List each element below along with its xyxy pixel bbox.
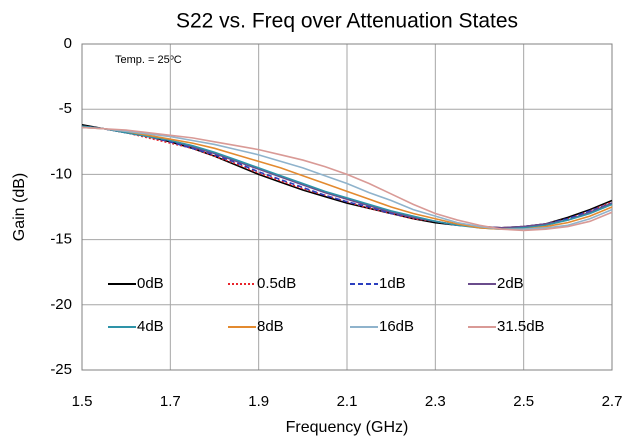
legend-label: 31.5dB (497, 318, 545, 335)
y-tick-label: -5 (59, 100, 72, 117)
legend-label: 16dB (379, 318, 414, 335)
legend-label: 2dB (497, 275, 524, 292)
annotation: Temp. = 25ºC (115, 54, 182, 66)
y-tick-label: -10 (50, 165, 72, 182)
series-line (81, 126, 613, 232)
x-tick-label: 2.1 (337, 393, 358, 410)
legend-label: 0dB (137, 275, 164, 292)
x-tick-label: 2.7 (602, 393, 623, 410)
series-line (81, 126, 613, 230)
x-tick-label: 2.5 (513, 393, 534, 410)
x-axis-label: Frequency (GHz) (286, 419, 409, 436)
legend-label: 0.5dB (257, 275, 296, 292)
y-tick-label: 0 (64, 35, 72, 52)
chart-title: S22 vs. Freq over Attenuation States (176, 10, 518, 33)
legend-label: 1dB (379, 275, 406, 292)
series-line (81, 125, 613, 229)
y-tick-label: -25 (50, 361, 72, 378)
x-tick-label: 1.5 (72, 393, 93, 410)
y-axis-label: Gain (dB) (11, 173, 28, 241)
x-tick-label: 1.9 (248, 393, 269, 410)
legend-label: 8dB (257, 318, 284, 335)
series-line (81, 125, 613, 230)
y-tick-label: -20 (50, 296, 72, 313)
y-tick-label: -15 (50, 231, 72, 248)
x-tick-label: 2.3 (425, 393, 446, 410)
legend-label: 4dB (137, 318, 164, 335)
x-tick-label: 1.7 (160, 393, 181, 410)
